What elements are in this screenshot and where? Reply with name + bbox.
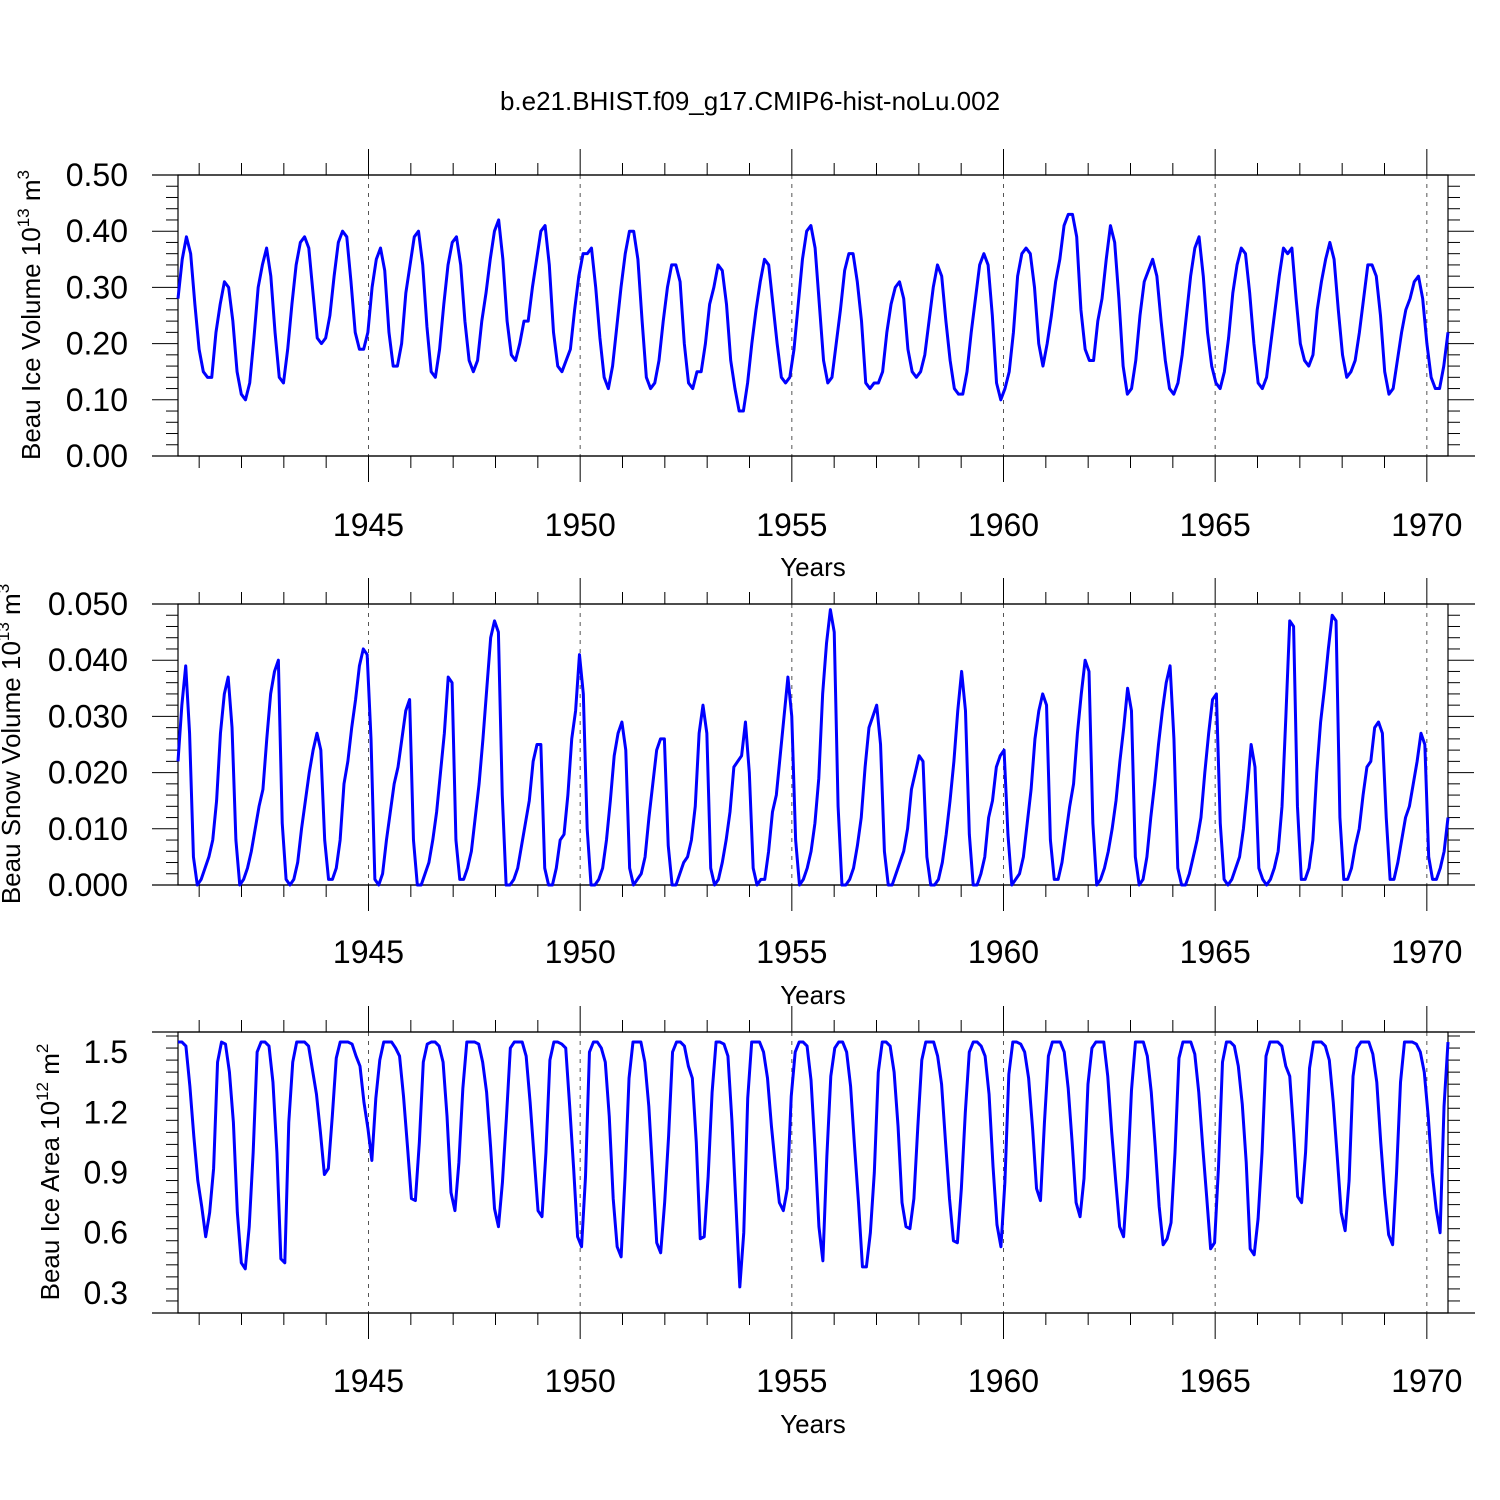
y-axis-label-ice-volume-unit: m bbox=[16, 179, 46, 208]
x-tick-label-ice-area-1965: 1965 bbox=[1180, 1363, 1251, 1399]
y-axis-label-ice-volume: Beau Ice Volume 1013 m3 bbox=[14, 170, 46, 460]
y-tick-label-ice-volume-0.30: 0.30 bbox=[66, 269, 128, 305]
panel-snow-volume: Beau Snow Volume 1013 m3 Years bbox=[0, 584, 846, 1010]
x-tick-label-ice-area-1945: 1945 bbox=[333, 1363, 404, 1399]
y-axis-label-ice-area-text: Beau Ice Area 10 bbox=[35, 1101, 65, 1300]
y-tick-label-ice-area-0.6: 0.6 bbox=[84, 1215, 128, 1251]
panel-ice-area: Beau Ice Area 1012 m2 Years bbox=[33, 1044, 846, 1439]
x-tick-label-ice-volume-1945: 1945 bbox=[333, 507, 404, 543]
y-axis-label-snow-volume-text: Beau Snow Volume 10 bbox=[0, 641, 26, 904]
x-tick-label-ice-area-1950: 1950 bbox=[545, 1363, 616, 1399]
x-axis-label-ice-volume: Years bbox=[780, 552, 846, 582]
y-tick-label-ice-volume-0.40: 0.40 bbox=[66, 213, 128, 249]
x-tick-label-snow-volume-1945: 1945 bbox=[333, 934, 404, 970]
x-tick-label-ice-area-1970: 1970 bbox=[1391, 1363, 1462, 1399]
x-tick-label-snow-volume-1960: 1960 bbox=[968, 934, 1039, 970]
y-tick-label-snow-volume-0.010: 0.010 bbox=[48, 811, 128, 847]
chart-title: b.e21.BHIST.f09_g17.CMIP6-hist-noLu.002 bbox=[500, 86, 1000, 116]
y-axis-label-ice-area-exp: 12 bbox=[33, 1082, 52, 1101]
plot-ice-volume: 0.00 0.10 0.20 0.30 0.40 0.50 1945 1950 1955 1960… bbox=[66, 149, 1475, 543]
x-tick-label-ice-volume-1950: 1950 bbox=[545, 507, 616, 543]
x-tick-label-ice-volume-1970: 1970 bbox=[1391, 507, 1462, 543]
x-axis-label-snow-volume: Years bbox=[780, 980, 846, 1010]
y-tick-label-ice-area-0.3: 0.3 bbox=[84, 1275, 128, 1311]
y-axis-label-snow-volume: Beau Snow Volume 1013 m3 bbox=[0, 584, 26, 904]
y-axis-label-ice-area-unit-exp: 2 bbox=[33, 1044, 52, 1053]
series-line-snow-volume bbox=[176, 608, 1450, 887]
y-tick-label-snow-volume-0.000: 0.000 bbox=[48, 867, 128, 903]
y-tick-label-snow-volume-0.050: 0.050 bbox=[48, 586, 128, 622]
x-tick-label-snow-volume-1970: 1970 bbox=[1391, 934, 1462, 970]
y-axis-label-ice-volume-exp: 13 bbox=[14, 208, 33, 227]
plot-ice-area: 0.3 0.6 0.9 1.2 1.5 1945 1950 1955 1960 1965 1970 bbox=[84, 1006, 1475, 1399]
y-tick-label-ice-volume-0.20: 0.20 bbox=[66, 326, 128, 362]
x-tick-label-ice-area-1960: 1960 bbox=[968, 1363, 1039, 1399]
y-tick-label-ice-volume-0.50: 0.50 bbox=[66, 157, 128, 193]
y-tick-label-ice-area-1.2: 1.2 bbox=[84, 1094, 128, 1130]
plot-frame-ice-area bbox=[177, 1031, 1449, 1314]
plot-snow-volume: 0.000 0.010 0.020 0.030 0.040 0.050 1945 1950 19… bbox=[48, 578, 1475, 970]
x-tick-label-snow-volume-1965: 1965 bbox=[1180, 934, 1251, 970]
x-tick-label-ice-volume-1960: 1960 bbox=[968, 507, 1039, 543]
y-axis-label-ice-volume-text: Beau Ice Volume 10 bbox=[16, 227, 46, 460]
x-tick-label-ice-area-1955: 1955 bbox=[756, 1363, 827, 1399]
plot-layer: 0.00 0.10 0.20 0.30 0.40 0.50 1945 1950 1955 1960… bbox=[48, 149, 1475, 1399]
y-tick-label-ice-area-0.9: 0.9 bbox=[84, 1155, 128, 1191]
x-tick-label-snow-volume-1950: 1950 bbox=[545, 934, 616, 970]
y-axis-label-ice-volume-unit-exp: 3 bbox=[14, 170, 33, 179]
y-axis-label-snow-volume-unit: m bbox=[0, 593, 26, 622]
y-axis-label-snow-volume-unit-exp: 3 bbox=[0, 584, 13, 593]
y-tick-label-ice-volume-0.00: 0.00 bbox=[66, 438, 128, 474]
y-tick-label-snow-volume-0.020: 0.020 bbox=[48, 755, 128, 791]
y-tick-label-snow-volume-0.030: 0.030 bbox=[48, 698, 128, 734]
y-axis-label-ice-area: Beau Ice Area 1012 m2 bbox=[33, 1044, 65, 1301]
x-tick-label-snow-volume-1955: 1955 bbox=[756, 934, 827, 970]
y-axis-label-snow-volume-exp: 13 bbox=[0, 622, 13, 641]
y-axis-label-ice-area-unit: m bbox=[35, 1053, 65, 1082]
y-tick-label-ice-area-1.5: 1.5 bbox=[84, 1034, 128, 1070]
series-line-ice-area bbox=[178, 1040, 1450, 1289]
x-tick-label-ice-volume-1965: 1965 bbox=[1180, 507, 1251, 543]
y-tick-label-ice-volume-0.10: 0.10 bbox=[66, 382, 128, 418]
panel-ice-volume: Beau Ice Volume 1013 m3 Years bbox=[14, 170, 846, 582]
series-line-ice-volume bbox=[176, 212, 1450, 413]
y-tick-label-snow-volume-0.040: 0.040 bbox=[48, 642, 128, 678]
x-tick-label-ice-volume-1955: 1955 bbox=[756, 507, 827, 543]
x-axis-label-ice-area: Years bbox=[780, 1409, 846, 1439]
